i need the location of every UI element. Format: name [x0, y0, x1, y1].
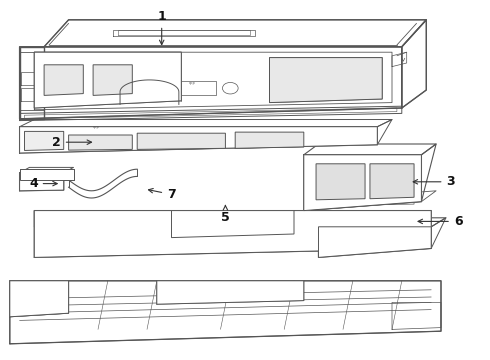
Polygon shape — [304, 155, 421, 211]
Polygon shape — [10, 281, 441, 344]
Polygon shape — [235, 132, 304, 148]
Text: opp: opp — [189, 81, 196, 85]
Polygon shape — [402, 20, 426, 108]
Polygon shape — [69, 135, 132, 150]
Text: 3: 3 — [413, 175, 455, 188]
Polygon shape — [137, 133, 225, 149]
Polygon shape — [34, 211, 431, 257]
Polygon shape — [44, 65, 83, 95]
Text: 1: 1 — [157, 10, 166, 45]
Polygon shape — [24, 131, 64, 150]
Polygon shape — [34, 52, 181, 108]
Polygon shape — [10, 281, 69, 317]
Polygon shape — [20, 173, 64, 191]
Text: opp: opp — [93, 125, 100, 129]
Polygon shape — [157, 281, 304, 304]
Text: 6: 6 — [418, 215, 463, 228]
Polygon shape — [44, 20, 426, 47]
Text: 4: 4 — [29, 177, 57, 190]
Text: 5: 5 — [221, 205, 230, 224]
Text: 7: 7 — [148, 188, 176, 201]
Polygon shape — [20, 47, 402, 119]
Polygon shape — [20, 127, 377, 153]
Polygon shape — [316, 164, 365, 200]
Polygon shape — [270, 58, 382, 103]
Polygon shape — [172, 211, 294, 238]
Polygon shape — [318, 227, 431, 257]
Polygon shape — [93, 65, 132, 95]
Text: 2: 2 — [52, 136, 92, 149]
Polygon shape — [20, 169, 74, 180]
Polygon shape — [370, 164, 414, 199]
